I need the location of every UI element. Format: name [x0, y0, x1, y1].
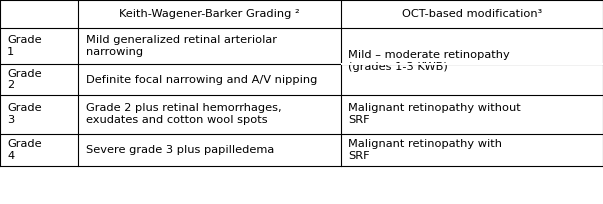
Text: Grade
4: Grade 4 [7, 139, 42, 161]
Text: Malignant retinopathy with
SRF: Malignant retinopathy with SRF [348, 139, 502, 161]
Text: Severe grade 3 plus papilledema: Severe grade 3 plus papilledema [86, 145, 274, 155]
Text: Grade
1: Grade 1 [7, 35, 42, 57]
Text: Mild generalized retinal arteriolar
narrowing: Mild generalized retinal arteriolar narr… [86, 35, 277, 57]
Text: Definite focal narrowing and A/V nipping: Definite focal narrowing and A/V nipping [86, 74, 317, 85]
Text: Grade
3: Grade 3 [7, 103, 42, 125]
Text: Keith-Wagener-Barker Grading ²: Keith-Wagener-Barker Grading ² [119, 9, 300, 19]
Text: Mild – moderate retinopathy
(grades 1-3 KWB): Mild – moderate retinopathy (grades 1-3 … [348, 50, 510, 72]
FancyBboxPatch shape [341, 63, 603, 65]
Text: Grade
2: Grade 2 [7, 69, 42, 90]
Text: OCT-based modification³: OCT-based modification³ [402, 9, 542, 19]
Text: Grade 2 plus retinal hemorrhages,
exudates and cotton wool spots: Grade 2 plus retinal hemorrhages, exudat… [86, 103, 281, 125]
Text: Malignant retinopathy without
SRF: Malignant retinopathy without SRF [348, 103, 520, 125]
